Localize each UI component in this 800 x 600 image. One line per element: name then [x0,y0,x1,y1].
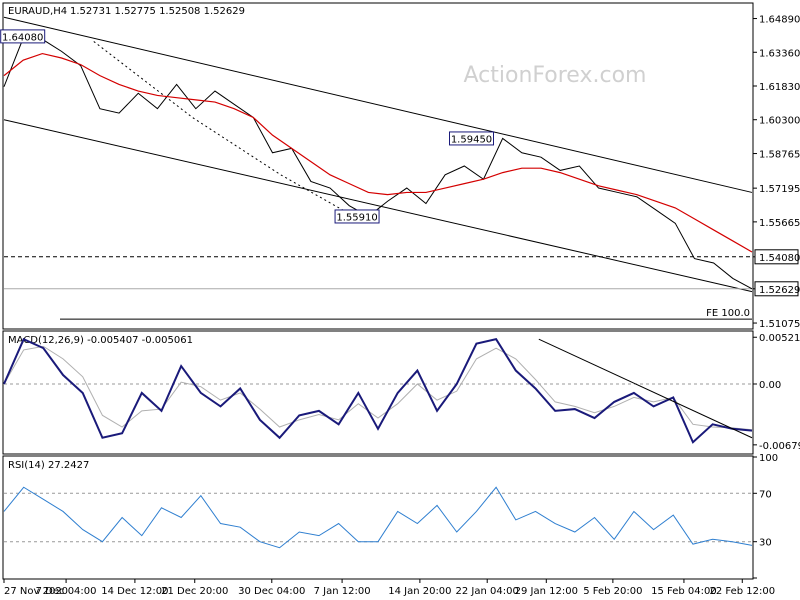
x-tick-label: 5 Feb 20:00 [583,586,642,597]
x-tick-label: 30 Dec 04:00 [238,586,305,597]
macd-y-tick-label: 0.005215 [759,333,800,344]
support-level-label: 1.54080 [759,253,800,264]
macd-y-tick-label: 0.00 [759,380,781,391]
channel-lower-line [3,119,753,293]
swing-label: 1.55910 [336,212,377,223]
y-tick-label: 1.61830 [759,82,800,93]
price-panel: ActionForex.com EURAUD,H4 1.52731 1.5277… [2,2,754,330]
chart-symbol: EURAUD,H4 [8,6,67,17]
y-tick-label: 1.60300 [759,116,800,127]
swing-label-box [0,29,46,44]
x-tick-label: 22 Feb 12:00 [709,586,775,597]
channel-upper-line [3,16,753,193]
x-tick-label: 15 Feb 04:00 [651,586,717,597]
macd-trend-line [538,338,753,439]
support-level-box [754,249,799,265]
macd-label: MACD(12,26,9) -0.005407 -0.005061 [8,335,193,346]
swing-label: 1.59450 [451,134,492,145]
y-tick-label: 1.51075 [759,319,800,330]
y-tick-label: 1.57195 [759,184,800,195]
rsi-panel-frame [2,455,754,580]
macd-panel-frame [2,330,754,455]
fe-level-label: FE 100.0 [706,308,750,319]
x-tick-label: 7 Dec 04:00 [36,586,97,597]
current-price-box [754,281,799,297]
rsi-y-tick-label: 70 [759,489,772,500]
rsi-line [3,486,753,549]
swing-label-box [449,131,494,146]
x-tick-label: 7 Jan 12:00 [314,586,371,597]
macd-panel: MACD(12,26,9) -0.005407 -0.005061 [2,330,754,455]
x-tick-label: 21 Dec 20:00 [161,586,228,597]
x-tick-label: 14 Dec 12:00 [101,586,168,597]
rsi-y-tick-label: 30 [759,538,772,549]
macd-line [3,337,753,444]
macd-signal-line [3,345,753,431]
swing-label: 1.64080 [2,32,43,43]
rsi-label: RSI(14) 27.2427 [8,460,89,471]
x-tick-label: 27 Nov 2020 [4,586,68,597]
x-tick-label: 22 Jan 04:00 [456,586,519,597]
watermark: ActionForex.com [464,63,647,88]
swing-label-box [334,209,380,224]
x-tick-label: 29 Jan 12:00 [515,586,578,597]
moving-average-line [3,52,753,253]
rsi-panel: RSI(14) 27.2427 [2,455,754,580]
price-panel-frame [2,2,754,330]
current-price-label: 1.52629 [759,285,800,296]
y-tick-label: 1.55665 [759,218,800,229]
x-tick-label: 14 Jan 20:00 [388,586,451,597]
macd-y-tick-label: -0.006791 [759,441,800,452]
y-tick-label: 1.58765 [759,150,800,161]
y-tick-label: 1.64890 [759,15,800,26]
rsi-y-tick-label: 100 [759,453,778,464]
dotted-swing-path [93,41,355,217]
price-line [3,37,753,290]
y-tick-label: 1.63360 [759,48,800,59]
chart-ohlc: 1.52731 1.52775 1.52508 1.52629 [70,6,245,17]
